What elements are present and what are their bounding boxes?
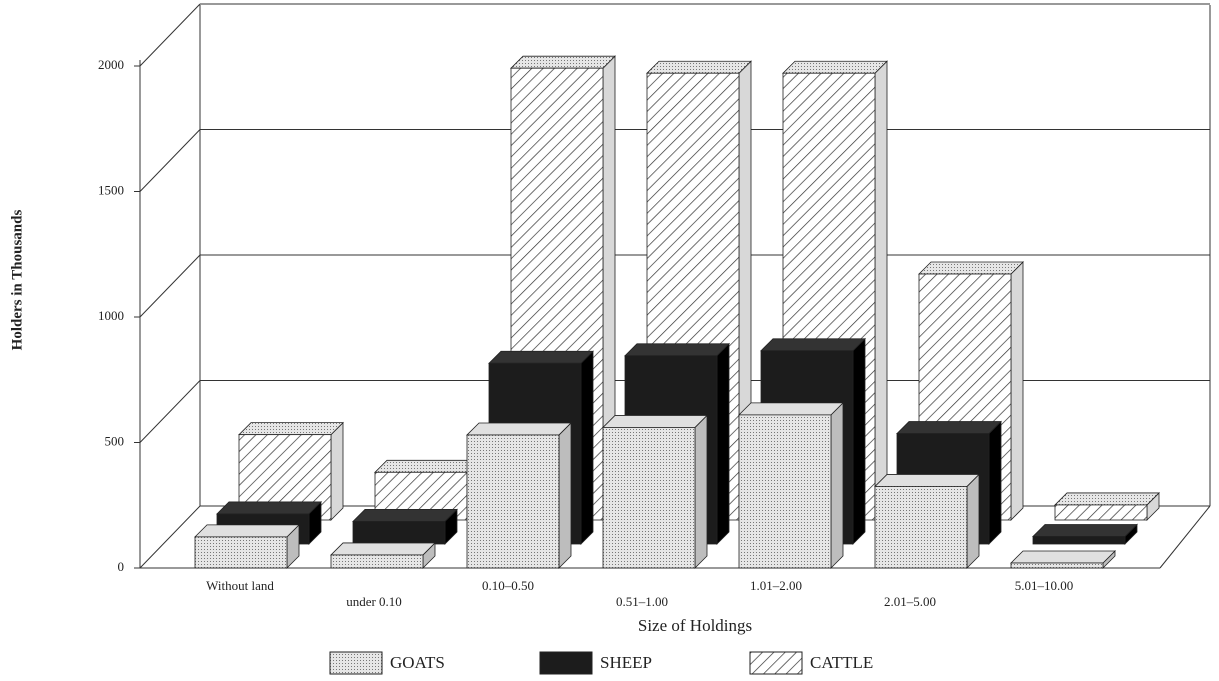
x-tick-label: Without land xyxy=(206,578,274,593)
x-tick-label: 0.10–0.50 xyxy=(482,578,534,593)
bar-top xyxy=(238,422,344,436)
bar-front xyxy=(1032,536,1126,545)
legend-label: SHEEP xyxy=(600,653,652,672)
bar-front xyxy=(602,427,696,569)
bar-side xyxy=(1010,261,1024,521)
bar xyxy=(874,473,980,569)
legend-swatch xyxy=(539,651,593,675)
bar-top xyxy=(1054,492,1160,506)
bar-front xyxy=(1054,504,1148,521)
bar-front xyxy=(738,414,832,569)
x-axis-title: Size of Holdings xyxy=(638,616,752,635)
bar xyxy=(1054,491,1160,521)
y-tick-label: 1500 xyxy=(98,182,124,197)
y-tick-label: 2000 xyxy=(98,57,124,72)
bar-front xyxy=(352,521,446,545)
grid-line xyxy=(139,129,201,192)
bar-top xyxy=(352,509,458,522)
bar-top xyxy=(918,261,1024,275)
bar xyxy=(602,414,708,569)
axes-frame xyxy=(139,5,1211,569)
x-tick-label: 1.01–2.00 xyxy=(750,578,802,593)
bar-side xyxy=(716,342,730,545)
bar-front xyxy=(466,434,560,569)
bar xyxy=(194,523,300,569)
bar xyxy=(352,508,458,545)
bar-top xyxy=(510,55,616,69)
legend-label: GOATS xyxy=(390,653,445,672)
x-tick-label: 2.01–5.00 xyxy=(884,594,936,609)
bar-top xyxy=(488,350,594,364)
bar-top xyxy=(374,459,480,473)
bar-top xyxy=(874,474,980,487)
bar-top xyxy=(624,343,730,357)
bar xyxy=(1010,550,1116,569)
x-tick-label: under 0.10 xyxy=(346,594,402,609)
bar-top xyxy=(1032,524,1138,537)
bar-front xyxy=(874,486,968,569)
legend-swatch xyxy=(749,651,803,675)
bar xyxy=(466,422,572,569)
bar-top xyxy=(602,415,708,428)
bar-top xyxy=(896,421,1002,434)
bar-side xyxy=(558,422,572,569)
bar-top xyxy=(466,422,572,436)
bar-front xyxy=(194,536,288,569)
bar-front xyxy=(1010,562,1104,569)
x-tick-label: 5.01–10.00 xyxy=(1015,578,1074,593)
bar-top xyxy=(738,402,844,416)
bar-side xyxy=(330,421,344,521)
bar-side xyxy=(874,60,888,521)
bar-side xyxy=(852,337,866,545)
bar xyxy=(1032,523,1138,545)
bar-top xyxy=(760,338,866,352)
legend-label: CATTLE xyxy=(810,653,873,672)
bar-top xyxy=(646,60,752,74)
bar xyxy=(330,541,436,569)
y-tick-label: 1000 xyxy=(98,308,124,323)
bar-side xyxy=(988,420,1002,545)
bar-side xyxy=(694,414,708,569)
bar-side xyxy=(580,350,594,545)
bar xyxy=(510,55,616,521)
legend-swatch xyxy=(329,651,383,675)
bar-top xyxy=(194,524,300,538)
bar-top xyxy=(782,60,888,74)
bar-top xyxy=(216,501,322,515)
x-tick-label: 0.51–1.00 xyxy=(616,594,668,609)
bar-top xyxy=(1010,550,1116,564)
bar-top xyxy=(330,542,436,556)
grid-line xyxy=(139,3,201,67)
grid-line xyxy=(139,380,201,443)
y-tick-label: 0 xyxy=(118,559,125,574)
bar-front xyxy=(330,554,424,569)
bar-side xyxy=(966,473,980,569)
bar xyxy=(738,401,844,569)
bar-side xyxy=(830,401,844,569)
grid-line xyxy=(139,254,201,318)
y-axis-title: Holders in Thousands xyxy=(9,210,25,351)
y-tick-label: 500 xyxy=(105,433,125,448)
